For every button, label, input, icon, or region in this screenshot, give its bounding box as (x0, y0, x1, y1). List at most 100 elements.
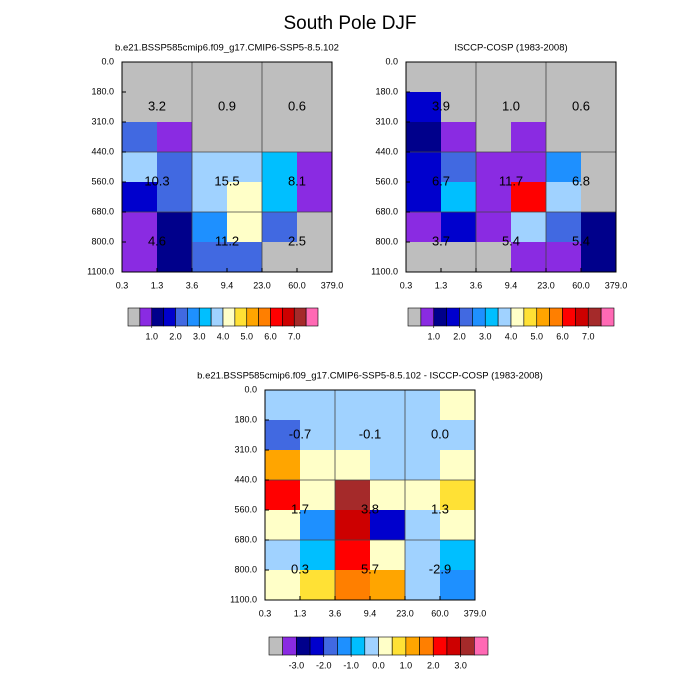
y-tick-label: 560.0 (375, 176, 398, 186)
colorbar-box (270, 307, 283, 327)
cell (192, 212, 228, 243)
group-value: 1.7 (291, 501, 309, 516)
cell (227, 92, 263, 123)
cell (262, 62, 298, 93)
colorbar-box (420, 307, 435, 327)
cell (440, 420, 476, 451)
cell (265, 540, 301, 571)
colorbar-box (391, 636, 407, 656)
x-tick-label: 23.0 (253, 280, 271, 290)
cell (405, 450, 441, 481)
x-tick-label: 9.4 (364, 608, 377, 618)
cell (441, 122, 477, 153)
cell (406, 92, 442, 123)
cell (297, 152, 333, 183)
cell (581, 152, 617, 183)
cell (300, 480, 336, 511)
cell (405, 570, 441, 601)
group-value: 0.6 (572, 98, 590, 113)
colorbar-label: 5.0 (530, 331, 543, 341)
cell (297, 212, 333, 243)
x-tick-label: 60.0 (572, 280, 590, 290)
cell (262, 242, 298, 273)
colorbar-box (510, 307, 525, 327)
group-value: 5.7 (361, 561, 379, 576)
cell (441, 62, 477, 93)
cell (335, 420, 371, 451)
group-value: 8.1 (288, 173, 306, 188)
cell (440, 510, 476, 541)
x-tick-label: 3.6 (470, 280, 483, 290)
cell (192, 182, 228, 213)
cell (511, 212, 547, 243)
cell (546, 152, 582, 183)
cell (511, 92, 547, 123)
cell (122, 62, 158, 93)
x-tick-label: 379.0 (605, 280, 628, 290)
colorbar-label: -2.0 (316, 660, 332, 670)
colorbar-box (268, 636, 283, 656)
colorbar-label: 2.0 (169, 331, 182, 341)
colorbar-box (472, 307, 486, 327)
x-tick-label: 60.0 (431, 608, 449, 618)
colorbar-box (127, 307, 141, 327)
cell (441, 242, 477, 273)
x-tick-label: 23.0 (396, 608, 414, 618)
colorbar-label: 4.0 (505, 331, 518, 341)
cell (300, 570, 336, 601)
colorbar-label: 5.0 (240, 331, 253, 341)
group-value: 5.4 (572, 233, 590, 248)
colorbar-box (562, 307, 576, 327)
cell (122, 182, 158, 213)
cell (441, 182, 477, 213)
colorbar-label: 6.0 (264, 331, 277, 341)
cell (511, 242, 547, 273)
y-tick-label: 1100.0 (87, 266, 114, 276)
colorbar-box (258, 307, 271, 327)
cell (406, 62, 442, 93)
cell (406, 122, 442, 153)
cell (122, 242, 158, 273)
group-value: 3.2 (148, 98, 166, 113)
x-tick-label: 9.4 (505, 280, 518, 290)
cell (476, 152, 512, 183)
y-tick-label: 440.0 (91, 146, 114, 156)
x-tick-label: 60.0 (288, 280, 306, 290)
x-tick-label: 3.6 (329, 608, 342, 618)
cell (511, 182, 547, 213)
y-tick-label: 560.0 (234, 504, 257, 514)
cell (265, 450, 301, 481)
cell (297, 182, 333, 213)
cell (157, 62, 193, 93)
colorbar-label: 7.0 (582, 331, 595, 341)
cell (440, 540, 476, 571)
cell (335, 480, 371, 511)
cell (546, 92, 582, 123)
y-tick-label: 1100.0 (371, 266, 398, 276)
colorbar-box (293, 307, 307, 327)
cell (581, 62, 617, 93)
x-tick-label: 0.3 (116, 280, 129, 290)
colorbar-label: 3.0 (193, 331, 206, 341)
y-tick-label: 310.0 (91, 116, 114, 126)
colorbar-box (378, 636, 393, 656)
cell (192, 242, 228, 273)
group-value: 2.5 (288, 233, 306, 248)
group-value: 5.4 (502, 233, 520, 248)
colorbar-box (296, 636, 311, 656)
cell (262, 212, 298, 243)
colorbar-box (523, 307, 538, 327)
y-tick-label: 180.0 (375, 86, 398, 96)
cell (300, 510, 336, 541)
colorbar-label: 0.0 (372, 660, 385, 670)
cell (405, 510, 441, 541)
x-tick-label: 379.0 (321, 280, 344, 290)
cell (511, 122, 547, 153)
cell (476, 122, 512, 153)
y-tick-label: 0.0 (385, 56, 398, 66)
cell (265, 420, 301, 451)
colorbar-box (350, 636, 366, 656)
colorbar-box (246, 307, 259, 327)
cell (157, 212, 193, 243)
